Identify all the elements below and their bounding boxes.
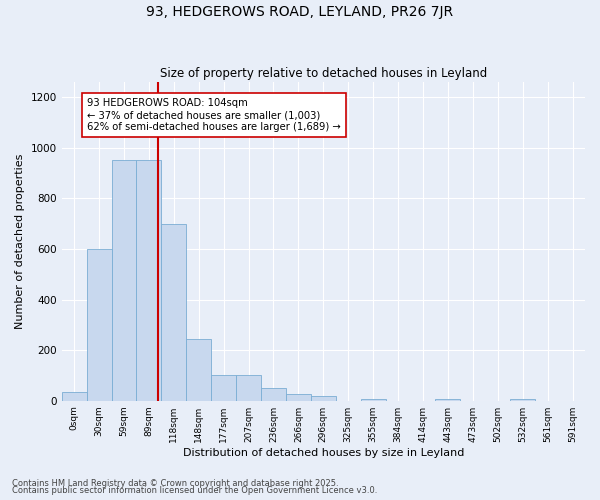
Bar: [211, 376, 236, 400]
Bar: [311, 396, 336, 400]
Bar: [286, 394, 311, 400]
Bar: [236, 376, 261, 400]
Bar: [136, 160, 161, 400]
Text: 93, HEDGEROWS ROAD, LEYLAND, PR26 7JR: 93, HEDGEROWS ROAD, LEYLAND, PR26 7JR: [146, 5, 454, 19]
Bar: [86, 249, 112, 400]
Bar: [261, 388, 286, 400]
Bar: [361, 398, 386, 400]
X-axis label: Distribution of detached houses by size in Leyland: Distribution of detached houses by size …: [182, 448, 464, 458]
Bar: [161, 224, 186, 400]
Title: Size of property relative to detached houses in Leyland: Size of property relative to detached ho…: [160, 66, 487, 80]
Bar: [436, 398, 460, 400]
Bar: [62, 392, 86, 400]
Y-axis label: Number of detached properties: Number of detached properties: [15, 154, 25, 329]
Bar: [510, 398, 535, 400]
Bar: [186, 338, 211, 400]
Bar: [112, 160, 136, 400]
Text: Contains HM Land Registry data © Crown copyright and database right 2025.: Contains HM Land Registry data © Crown c…: [12, 478, 338, 488]
Text: 93 HEDGEROWS ROAD: 104sqm
← 37% of detached houses are smaller (1,003)
62% of se: 93 HEDGEROWS ROAD: 104sqm ← 37% of detac…: [87, 98, 341, 132]
Text: Contains public sector information licensed under the Open Government Licence v3: Contains public sector information licen…: [12, 486, 377, 495]
